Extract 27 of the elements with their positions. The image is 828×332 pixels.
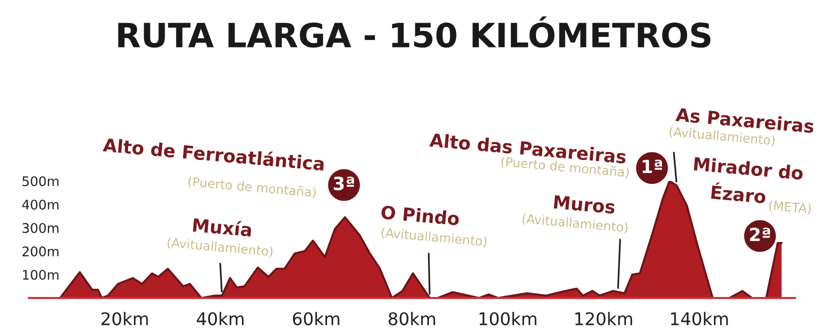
x-tick-label: 40km (196, 312, 244, 326)
x-tick-label: 120km (575, 312, 632, 326)
annotation: Muros (554, 195, 616, 214)
annotation: (META) (768, 200, 812, 215)
chart-title: RUTA LARGA - 150 KILÓMETROS (118, 16, 710, 48)
y-tick-label: 500m (22, 176, 58, 186)
y-tick-label: 200m (22, 246, 58, 256)
text: Alto de Ferroatlántica (102, 136, 324, 171)
x-tick-label: 20km (101, 312, 148, 326)
annotation: 3ª (334, 176, 354, 190)
annotation: Ézaro (711, 182, 766, 204)
text: Mirador do (694, 156, 804, 180)
x-tick-label: 60km (292, 312, 340, 326)
y-tick-label: 400m (22, 200, 58, 210)
annotation: (Avituallamiento) (381, 227, 487, 248)
annotation: 2ª (750, 228, 770, 241)
x-tick-label: 80km (388, 312, 436, 326)
annotation: (Puerto de montaña) (188, 176, 316, 199)
x-tick-label: 100km (480, 312, 536, 326)
y-tick-label: 100m (22, 270, 58, 280)
annotation: O Pindo (380, 204, 460, 226)
text: 1ª (642, 160, 662, 173)
annotation: (Avituallamiento) (167, 237, 273, 258)
annotation: Muxía (192, 217, 252, 237)
x-tick-label: 140km (671, 312, 728, 326)
y-tick-label: 300m (22, 223, 58, 233)
annotation: (Avituallamiento) (522, 213, 628, 234)
